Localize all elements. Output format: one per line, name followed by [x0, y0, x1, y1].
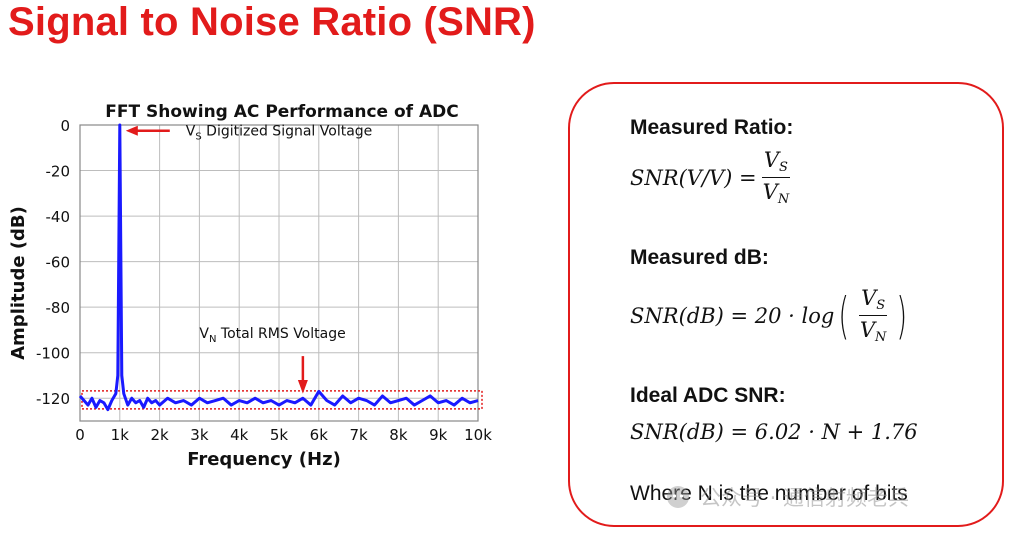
- y-tick-label: -40: [46, 208, 71, 226]
- measured-ratio-heading: Measured Ratio:: [630, 116, 794, 139]
- x-tick-label: 4k: [230, 426, 249, 444]
- snr-formula-panel: Measured Ratio: SNR(V/V) = VS VN Measure…: [568, 82, 1004, 527]
- x-tick-label: 9k: [429, 426, 448, 444]
- measured-db-heading: Measured dB:: [630, 246, 769, 269]
- y-tick-label: 0: [60, 117, 70, 135]
- frac-num-db: V: [861, 286, 877, 310]
- eq2-lhs: SNR(dB) = 20 · log: [630, 303, 835, 328]
- x-tick-label: 10k: [464, 426, 492, 444]
- x-tick-label: 3k: [190, 426, 209, 444]
- x-axis-label: Frequency (Hz): [187, 449, 341, 470]
- x-tick-label: 8k: [389, 426, 408, 444]
- y-tick-label: -100: [36, 345, 70, 363]
- frac-num-sub-db: S: [876, 298, 886, 313]
- fft-trace: [78, 123, 479, 412]
- frac-den-sub: N: [777, 192, 790, 207]
- plot-frame: [79, 124, 479, 422]
- y-tick-label: -80: [46, 299, 71, 317]
- bits-note: Where N is the number of bits: [630, 482, 908, 505]
- page-title: Signal to Noise Ratio (SNR): [8, 0, 536, 44]
- x-tick-label: 2k: [150, 426, 169, 444]
- right-paren: ): [896, 286, 908, 345]
- fft-chart: FFT Showing AC Performance of ADC 0 1k 2k 3k…: [0, 90, 520, 490]
- frac-num-sub: S: [779, 160, 788, 175]
- frac-den-db: V: [859, 318, 876, 342]
- watermark: 公众号 · 通信射频老兵: [666, 482, 909, 512]
- fft-chart-svg: FFT Showing AC Performance of ADC 0 1k 2k 3k…: [8, 102, 492, 470]
- x-tick-label: 1k: [111, 426, 130, 444]
- x-tick-label: 5k: [270, 426, 289, 444]
- frac-den: V: [762, 180, 778, 204]
- watermark-text: 公众号 · 通信射频老兵: [700, 486, 910, 510]
- x-tick-label: 0: [75, 426, 85, 444]
- vs-over-vn-fraction-db: VS VN: [858, 286, 889, 345]
- measured-db-equation: SNR(dB) = 20 · log ( VS VN ): [630, 286, 912, 345]
- noise-annotation: VN Total RMS Voltage: [199, 326, 345, 345]
- x-tick-label: 6k: [310, 426, 329, 444]
- eq1-lhs: SNR(V/V) =: [630, 165, 757, 190]
- x-tick-label: 7k: [349, 426, 368, 444]
- y-tick-label: -60: [46, 254, 71, 272]
- y-axis-label: Amplitude (dB): [8, 206, 29, 360]
- wechat-icon: [667, 486, 689, 508]
- vs-over-vn-fraction: VS VN: [761, 148, 792, 207]
- y-tick-label: -20: [46, 163, 71, 181]
- left-paren: (: [838, 286, 850, 345]
- measured-ratio-equation: SNR(V/V) = VS VN: [630, 148, 795, 207]
- chart-title: FFT Showing AC Performance of ADC: [105, 102, 458, 122]
- signal-annotation: VS Digitized Signal Voltage: [186, 124, 372, 143]
- signal-arrowhead: [125, 125, 138, 136]
- y-tick-label: -120: [36, 390, 70, 408]
- noise-floor-box: [81, 390, 483, 410]
- frac-den-sub-db: N: [875, 330, 887, 345]
- ideal-adc-heading: Ideal ADC SNR:: [630, 384, 786, 407]
- noise-arrowhead: [297, 380, 308, 394]
- ideal-adc-equation: SNR(dB) = 6.02 · N + 1.76: [630, 420, 918, 444]
- frac-num: V: [763, 148, 780, 172]
